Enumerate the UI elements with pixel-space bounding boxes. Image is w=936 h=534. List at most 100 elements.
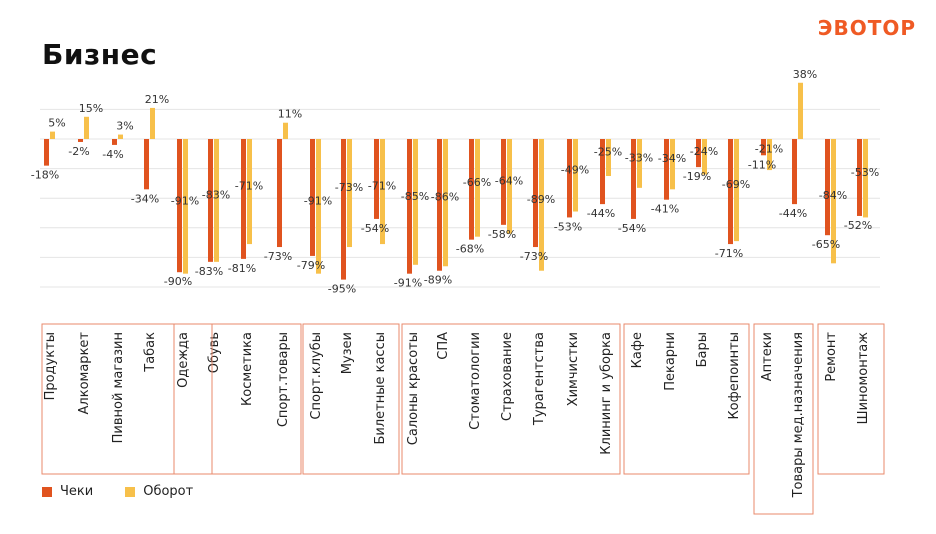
bar-turnover: [863, 139, 868, 218]
data-label-turnover: 5%: [48, 117, 65, 130]
category-label: Аптеки: [760, 332, 775, 381]
bar-turnover: [767, 139, 772, 171]
data-label-checks: -90%: [164, 275, 192, 288]
category-label: Химчистки: [566, 332, 581, 406]
data-label-checks: -52%: [844, 219, 872, 232]
bar-checks: [208, 139, 213, 262]
category-label: Спорт.клубы: [309, 332, 324, 420]
category-label: Кафе: [630, 332, 645, 368]
data-label-turnover: -73%: [335, 181, 363, 194]
category-group-frame: [623, 323, 750, 475]
category-label: Спорт.товары: [276, 332, 291, 427]
bar-checks: [631, 139, 636, 219]
data-label-turnover: -91%: [304, 194, 332, 207]
bar-checks: [310, 139, 315, 256]
bar-turnover: [702, 139, 707, 175]
bar-checks: [341, 139, 346, 280]
data-label-checks: -41%: [651, 203, 679, 216]
category-label: Музеи: [340, 332, 355, 374]
data-label-turnover: 15%: [79, 102, 103, 115]
bar-turnover: [283, 122, 288, 139]
bar-checks: [600, 139, 605, 205]
bar-checks: [407, 139, 412, 274]
bar-turnover: [413, 139, 418, 265]
legend-swatch-turnover: [125, 486, 136, 497]
data-label-turnover: -69%: [722, 178, 750, 191]
data-label-turnover: -49%: [561, 163, 589, 176]
category-group-frame: [41, 323, 213, 475]
data-label-turnover: -33%: [625, 151, 653, 164]
bar-turnover: [831, 139, 836, 264]
data-label-turnover: -66%: [463, 176, 491, 189]
category-label: Страхование: [500, 332, 515, 421]
legend-item-checks: Чеки: [42, 484, 93, 499]
bar-checks: [437, 139, 442, 271]
bar-turnover: [670, 139, 675, 190]
bar-checks: [728, 139, 733, 245]
data-label-turnover: -21%: [755, 143, 783, 156]
bar-turnover: [573, 139, 578, 212]
data-label-checks: -34%: [131, 192, 159, 205]
page-title: Бизнес: [42, 38, 158, 71]
category-label: Клининг и уборка: [599, 332, 614, 455]
bar-turnover: [347, 139, 352, 248]
data-label-turnover: -34%: [658, 152, 686, 165]
bar-turnover: [247, 139, 252, 245]
bar-checks: [825, 139, 830, 236]
data-label-checks: -54%: [618, 222, 646, 235]
data-label-checks: -53%: [554, 220, 582, 233]
bar-turnover: [316, 139, 321, 274]
bar-checks: [277, 139, 282, 248]
data-label-checks: -65%: [812, 238, 840, 251]
data-label-turnover: -24%: [690, 145, 718, 158]
data-label-checks: -68%: [456, 243, 484, 256]
category-label: Товары мед.назначения: [791, 332, 806, 498]
bar-turnover: [118, 134, 123, 139]
bar-checks: [792, 139, 797, 205]
data-label-turnover: -53%: [851, 166, 879, 179]
legend-item-turnover: Оборот: [125, 484, 193, 499]
data-label-checks: -11%: [748, 158, 776, 171]
category-label: Салоны красоты: [406, 332, 421, 445]
data-label-turnover: -71%: [368, 180, 396, 193]
data-label-turnover: -64%: [495, 174, 523, 187]
bar-turnover: [150, 107, 155, 139]
bar-checks: [567, 139, 572, 218]
bar-turnover: [380, 139, 385, 245]
bar-checks: [241, 139, 246, 259]
bar-checks: [761, 139, 766, 156]
data-label-checks: -19%: [683, 170, 711, 183]
category-group-frame: [302, 323, 400, 475]
category-label: СПА: [436, 332, 451, 360]
category-group-frame: [817, 323, 885, 475]
category-label: Обувь: [207, 332, 222, 373]
legend-swatch-checks: [42, 486, 52, 497]
data-label-turnover: -25%: [594, 146, 622, 159]
category-label: Алкомаркет: [77, 332, 92, 415]
legend-label-checks: Чеки: [60, 484, 94, 499]
category-group-frame: [173, 323, 302, 475]
data-label-checks: -79%: [297, 259, 325, 272]
data-label-turnover: 11%: [278, 108, 302, 121]
data-label-turnover: -91%: [171, 194, 199, 207]
data-label-checks: -81%: [228, 262, 256, 275]
bar-checks: [112, 139, 117, 145]
bar-turnover: [475, 139, 480, 237]
bar-checks: [374, 139, 379, 219]
data-label-checks: -95%: [328, 283, 356, 296]
bar-turnover: [84, 116, 89, 139]
bar-checks: [177, 139, 182, 273]
category-label: Табак: [143, 332, 158, 373]
bar-checks: [78, 139, 83, 142]
category-label: Кофепоинты: [727, 332, 742, 420]
category-label: Шиномонтаж: [856, 332, 871, 425]
data-label-turnover: 21%: [145, 93, 169, 106]
legend-label-turnover: Оборот: [143, 484, 194, 499]
data-label-checks: -44%: [587, 207, 615, 220]
data-label-checks: -2%: [68, 145, 89, 158]
bar-checks: [533, 139, 538, 248]
bar-turnover: [798, 82, 803, 139]
data-label-turnover: -84%: [819, 189, 847, 202]
bar-checks: [469, 139, 474, 240]
bar-turnover: [214, 139, 219, 262]
